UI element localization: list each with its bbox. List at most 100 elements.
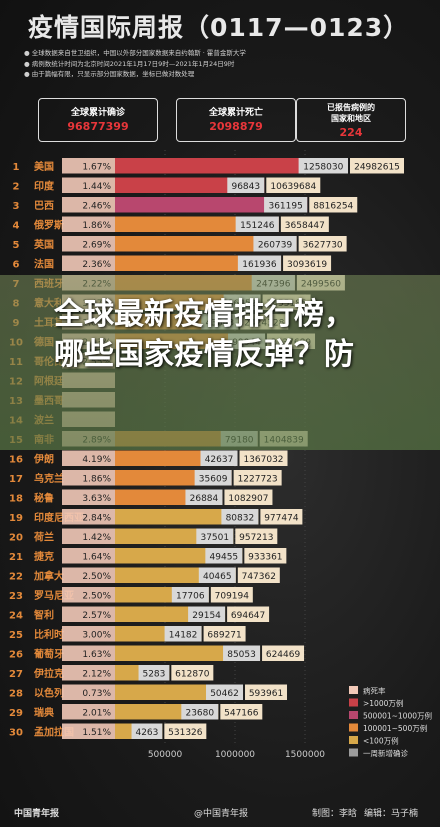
cfr-label: 3.00% xyxy=(82,630,111,640)
rank-label: 28 xyxy=(9,688,23,699)
legend-swatch xyxy=(349,698,358,707)
country-label: 英国 xyxy=(33,238,54,251)
cfr-label: 4.19% xyxy=(82,455,111,465)
weekly-label: 14182 xyxy=(169,630,198,640)
rank-label: 2 xyxy=(13,181,20,192)
rank-label: 23 xyxy=(9,591,23,602)
legend-label: <100万例 xyxy=(363,736,399,746)
legend-swatch xyxy=(349,723,358,732)
kpi-label: 全球累计确诊 xyxy=(70,108,125,118)
total-label: 709194 xyxy=(215,591,250,601)
kpi-global-deaths: 全球累计死亡 2098879 xyxy=(176,98,296,142)
country-label: 瑞典 xyxy=(34,706,54,719)
total-label: 593961 xyxy=(249,689,283,699)
total-label-bg xyxy=(203,626,246,642)
weekly-label: 151246 xyxy=(240,221,275,231)
total-label-bg xyxy=(245,684,288,700)
total-label-bg xyxy=(266,177,321,193)
weekly-label: 361195 xyxy=(268,201,302,211)
weekly-bar xyxy=(237,255,282,271)
total-label: 747362 xyxy=(242,572,276,582)
total-label: 3627730 xyxy=(303,240,343,250)
rank-label: 4 xyxy=(13,220,20,231)
cfr-bar xyxy=(62,645,115,661)
weekly-bar xyxy=(188,606,226,622)
total-label: 10639684 xyxy=(270,182,316,192)
cfr-label: 2.57% xyxy=(82,611,111,621)
total-label-bg xyxy=(235,528,278,544)
cfr-bar xyxy=(62,158,115,174)
total-label: 3658447 xyxy=(285,221,325,231)
weekly-label: 23680 xyxy=(185,708,214,718)
legend-swatch xyxy=(349,748,358,757)
total-label: 547166 xyxy=(224,708,259,718)
weekly-label: 260739 xyxy=(258,240,293,250)
rank-label: 3 xyxy=(13,201,20,212)
weekly-label: 5283 xyxy=(142,669,165,679)
cfr-bar xyxy=(62,704,115,720)
total-label-bg xyxy=(164,723,207,739)
cfr-bar xyxy=(62,626,115,642)
weekly-label: 26884 xyxy=(190,494,219,504)
total-label: 689271 xyxy=(207,630,241,640)
weekly-label: 37501 xyxy=(200,533,229,543)
legend-label: 一周新增确诊 xyxy=(363,748,408,758)
cfr-bar xyxy=(62,470,115,486)
kpi-label: 已报告病例的 国家和地区 xyxy=(327,103,375,123)
cfr-bar xyxy=(62,450,115,466)
cfr-label: 1.44% xyxy=(82,182,111,192)
cfr-label: 1.51% xyxy=(82,728,111,738)
weekly-label: 29154 xyxy=(192,611,221,621)
cfr-bar xyxy=(62,567,115,583)
weekly-bar xyxy=(206,684,244,700)
rank-label: 6 xyxy=(13,259,20,270)
cfr-label: 1.63% xyxy=(82,650,111,660)
note-2: ● 病例数统计时间为北京时间2021年1月17日9时—2021年1月24日9时 xyxy=(24,59,235,68)
rank-label: 24 xyxy=(9,610,23,621)
total-label: 933361 xyxy=(248,552,282,562)
weekly-bar xyxy=(171,587,209,603)
note-1: ● 全球数据来自世卫组织，中国以外部分国家数据来自约翰斯 · 霍普金斯大学 xyxy=(24,49,246,57)
weekly-label: 96843 xyxy=(231,182,260,192)
country-label: 秘鲁 xyxy=(34,491,54,504)
legend-label: 500001~1000万例 xyxy=(363,711,432,721)
cfr-label: 1.67% xyxy=(82,162,111,172)
rank-label: 19 xyxy=(9,513,23,524)
total-label-bg xyxy=(298,236,347,252)
country-label: 印度 xyxy=(34,179,55,192)
weekly-label: 85053 xyxy=(227,650,256,660)
rank-label: 20 xyxy=(9,532,23,543)
weekly-bar xyxy=(196,528,234,544)
cfr-label: 2.01% xyxy=(82,708,111,718)
rank-label: 22 xyxy=(9,571,23,582)
weekly-label: 1258030 xyxy=(303,162,343,172)
notes: ● 全球数据来自世卫组织，中国以外部分国家数据来自约翰斯 · 霍普金斯大学 ● … xyxy=(24,48,246,80)
weekly-bar xyxy=(223,645,261,661)
total-label-bg xyxy=(237,567,280,583)
overlay-line-1: 全球最新疫情排行榜， xyxy=(54,297,354,332)
rank-label: 21 xyxy=(9,552,23,563)
rank-label: 25 xyxy=(9,630,23,641)
rank-label: 30 xyxy=(9,727,23,738)
weekly-bar xyxy=(235,216,279,232)
total-label: 694647 xyxy=(231,611,265,621)
cfr-bar xyxy=(62,548,115,564)
weekly-label: 49455 xyxy=(210,552,239,562)
kpi-value: 96877399 xyxy=(67,120,129,133)
total-label-bg xyxy=(239,450,288,466)
weekly-bar xyxy=(198,567,236,583)
kpi-value: 224 xyxy=(339,126,363,139)
weekly-bar xyxy=(221,509,259,525)
country-label: 伊拉克 xyxy=(33,667,64,680)
legend-label: >1000万例 xyxy=(363,698,403,708)
country-label: 乌克兰 xyxy=(34,472,64,485)
country-label: 美国 xyxy=(34,160,54,173)
country-label: 捷克 xyxy=(34,550,54,563)
country-label: 巴西 xyxy=(34,200,54,212)
overlay-banner: 全球最新疫情排行榜， 哪些国家疫情反弹？防 xyxy=(0,275,440,450)
total-label-bg xyxy=(210,587,253,603)
total-label-bg xyxy=(171,665,214,681)
cfr-label: 2.12% xyxy=(82,669,111,679)
country-label: 葡萄牙 xyxy=(33,647,64,660)
